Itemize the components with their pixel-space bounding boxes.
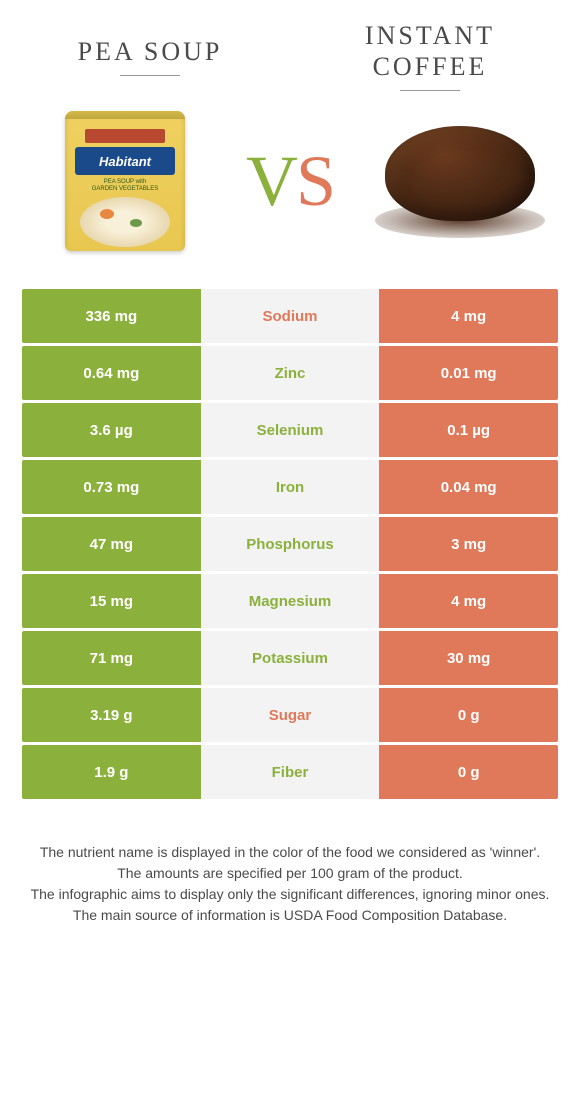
table-row: 71 mgPotassium30 mg xyxy=(22,631,558,685)
header-titles: Pea soup Instant coffee xyxy=(10,20,570,91)
right-value-cell: 3 mg xyxy=(379,517,558,571)
table-row: 0.64 mgZinc0.01 mg xyxy=(22,346,558,400)
left-value-cell: 71 mg xyxy=(22,631,201,685)
pea-soup-can-icon: Habitant PEA SOUP withGARDEN VEGETABLES xyxy=(65,111,185,251)
nutrient-label-cell: Zinc xyxy=(201,346,380,400)
nutrient-label-cell: Potassium xyxy=(201,631,380,685)
left-value-cell: 15 mg xyxy=(22,574,201,628)
right-value-cell: 0.1 µg xyxy=(379,403,558,457)
nutrient-label-cell: Sugar xyxy=(201,688,380,742)
footer-line: The amounts are specified per 100 gram o… xyxy=(25,863,555,884)
right-value-cell: 30 mg xyxy=(379,631,558,685)
nutrient-label-cell: Selenium xyxy=(201,403,380,457)
nutrient-label-cell: Magnesium xyxy=(201,574,380,628)
right-value-cell: 4 mg xyxy=(379,289,558,343)
footer-line: The infographic aims to display only the… xyxy=(25,884,555,905)
table-row: 1.9 gFiber0 g xyxy=(22,745,558,799)
footer-line: The nutrient name is displayed in the co… xyxy=(25,842,555,863)
table-row: 47 mgPhosphorus3 mg xyxy=(22,517,558,571)
nutrient-label-cell: Fiber xyxy=(201,745,380,799)
left-value-cell: 3.19 g xyxy=(22,688,201,742)
footer-notes: The nutrient name is displayed in the co… xyxy=(10,842,570,926)
table-row: 0.73 mgIron0.04 mg xyxy=(22,460,558,514)
right-value-cell: 0.01 mg xyxy=(379,346,558,400)
instant-coffee-icon xyxy=(370,116,540,246)
left-value-cell: 0.73 mg xyxy=(22,460,201,514)
left-food-title: Pea soup xyxy=(24,36,276,76)
table-body: 336 mgSodium4 mg0.64 mgZinc0.01 mg3.6 µg… xyxy=(22,289,558,799)
table-row: 15 mgMagnesium4 mg xyxy=(22,574,558,628)
vs-label: VS xyxy=(246,140,334,223)
vs-s: S xyxy=(296,141,334,221)
left-value-cell: 3.6 µg xyxy=(22,403,201,457)
table-row: 3.19 gSugar0 g xyxy=(22,688,558,742)
vs-v: V xyxy=(246,141,296,221)
right-food-title: Instant coffee xyxy=(304,20,556,91)
nutrient-label-cell: Phosphorus xyxy=(201,517,380,571)
table-row: 336 mgSodium4 mg xyxy=(22,289,558,343)
images-row: Habitant PEA SOUP withGARDEN VEGETABLES … xyxy=(10,106,570,256)
table-row: 3.6 µgSelenium0.1 µg xyxy=(22,403,558,457)
nutrient-label-cell: Iron xyxy=(201,460,380,514)
left-value-cell: 0.64 mg xyxy=(22,346,201,400)
right-value-cell: 0 g xyxy=(379,688,558,742)
right-food-image xyxy=(370,106,540,256)
right-value-cell: 0.04 mg xyxy=(379,460,558,514)
right-value-cell: 4 mg xyxy=(379,574,558,628)
left-food-image: Habitant PEA SOUP withGARDEN VEGETABLES xyxy=(40,106,210,256)
footer-line: The main source of information is USDA F… xyxy=(25,905,555,926)
nutrient-label-cell: Sodium xyxy=(201,289,380,343)
right-value-cell: 0 g xyxy=(379,745,558,799)
can-brand-label: Habitant xyxy=(75,147,175,175)
can-sublabel: PEA SOUP withGARDEN VEGETABLES xyxy=(92,179,159,192)
left-value-cell: 1.9 g xyxy=(22,745,201,799)
left-value-cell: 336 mg xyxy=(22,289,201,343)
nutrient-comparison-table: 336 mgSodium4 mg0.64 mgZinc0.01 mg3.6 µg… xyxy=(22,286,558,802)
left-value-cell: 47 mg xyxy=(22,517,201,571)
